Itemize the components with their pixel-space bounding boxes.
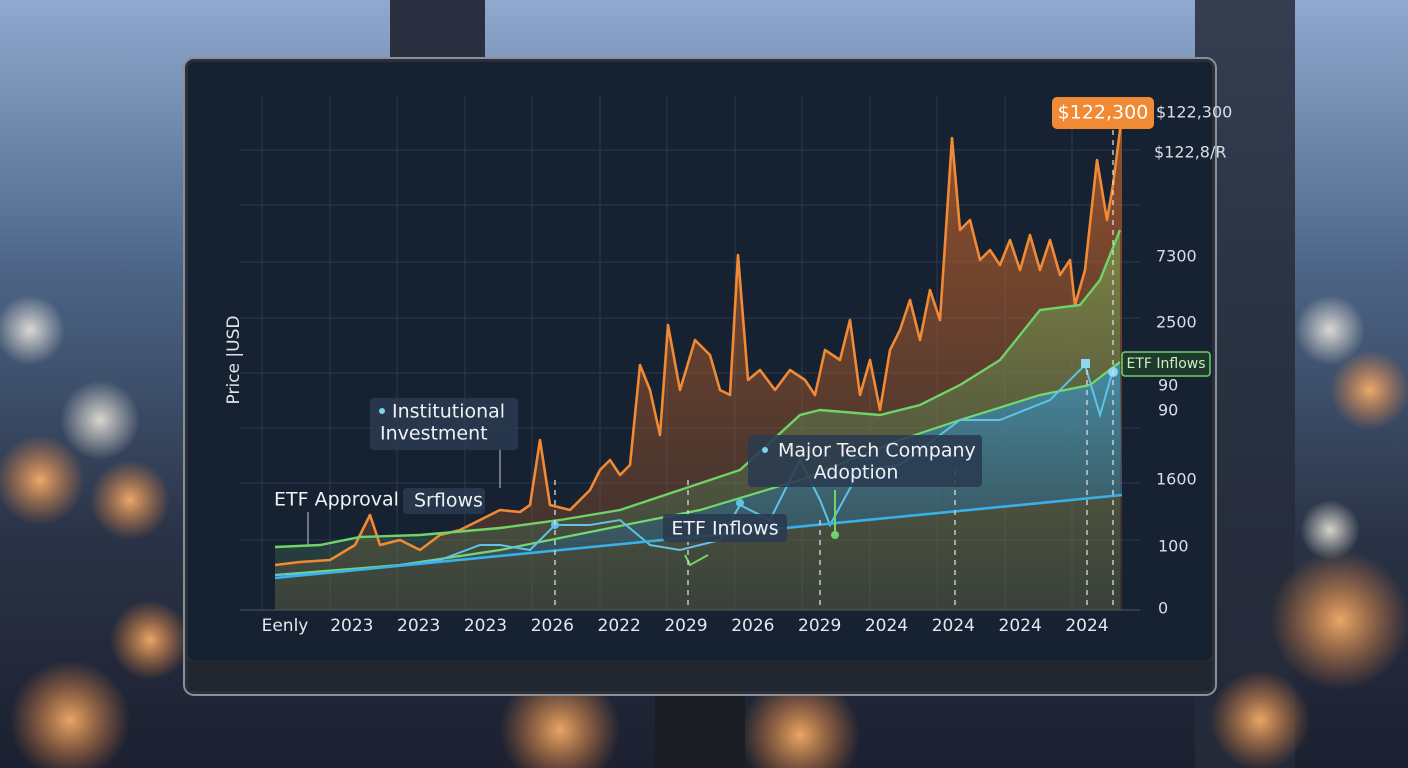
annotation: ETF Approval	[274, 489, 399, 511]
y-labels: $122,300 $122,8/R 7300 2500 90 90 1600 100 0	[1154, 103, 1232, 618]
x-label: 2023	[464, 616, 507, 636]
x-label: 2024	[1065, 616, 1108, 636]
x-labels: Eenly 2023 2023 2023 2026 2022 2029 2026 2029 202…	[262, 616, 1109, 636]
monitor-stand	[655, 690, 745, 768]
x-label: 2026	[531, 616, 574, 636]
x-label: 2022	[598, 616, 641, 636]
marker	[1081, 359, 1090, 368]
y-label: 1600	[1156, 470, 1197, 489]
green-line	[274, 229, 1122, 549]
x-label: 2026	[731, 616, 774, 636]
annotation-box	[403, 488, 485, 514]
x-label: 2023	[397, 616, 440, 636]
window-frame	[390, 0, 485, 60]
annotation: Major Tech Company	[778, 440, 976, 462]
orange-line	[274, 99, 1124, 567]
y-axis-title: Price |USD	[224, 316, 244, 405]
x-label: 2029	[664, 616, 707, 636]
y-label: 90	[1158, 376, 1178, 395]
annotation: Institutional	[392, 401, 505, 423]
y-label: 0	[1158, 599, 1168, 618]
bokeh	[0, 295, 1408, 768]
y-label: 100	[1158, 537, 1189, 556]
x-label: Eenly	[262, 616, 309, 636]
price-badge	[1052, 97, 1154, 129]
y-label: 7300	[1156, 247, 1197, 266]
marker	[736, 499, 744, 507]
annotation-box	[748, 435, 982, 487]
annotation-dot	[762, 447, 768, 453]
x-label: 2024	[865, 616, 908, 636]
x-label: 2029	[798, 616, 841, 636]
x-label: 2024	[932, 616, 975, 636]
annotation: ETF Inflows	[1126, 356, 1205, 372]
marker	[831, 531, 839, 539]
annotation: Investment	[380, 423, 488, 445]
annotation-tag	[1121, 351, 1211, 377]
monitor-bezel	[188, 660, 1212, 691]
x-label: 2023	[330, 616, 373, 636]
event-lines	[307, 130, 1114, 610]
y-label: $122,300	[1156, 103, 1232, 122]
annotation-dot	[379, 408, 385, 414]
y-label: 90	[1158, 401, 1178, 420]
annotation-box	[370, 398, 518, 450]
y-label: $122,8/R	[1154, 143, 1227, 162]
annotation: Adoption	[814, 462, 899, 484]
y-label: 2500	[1156, 313, 1197, 332]
green-drop	[684, 490, 836, 567]
x-label: 2024	[999, 616, 1042, 636]
annotation-box	[663, 514, 787, 542]
annotation: Srflows	[414, 490, 483, 512]
annotation: ETF Inflows	[671, 518, 778, 540]
price-badge-text: $122,300	[1058, 102, 1149, 124]
